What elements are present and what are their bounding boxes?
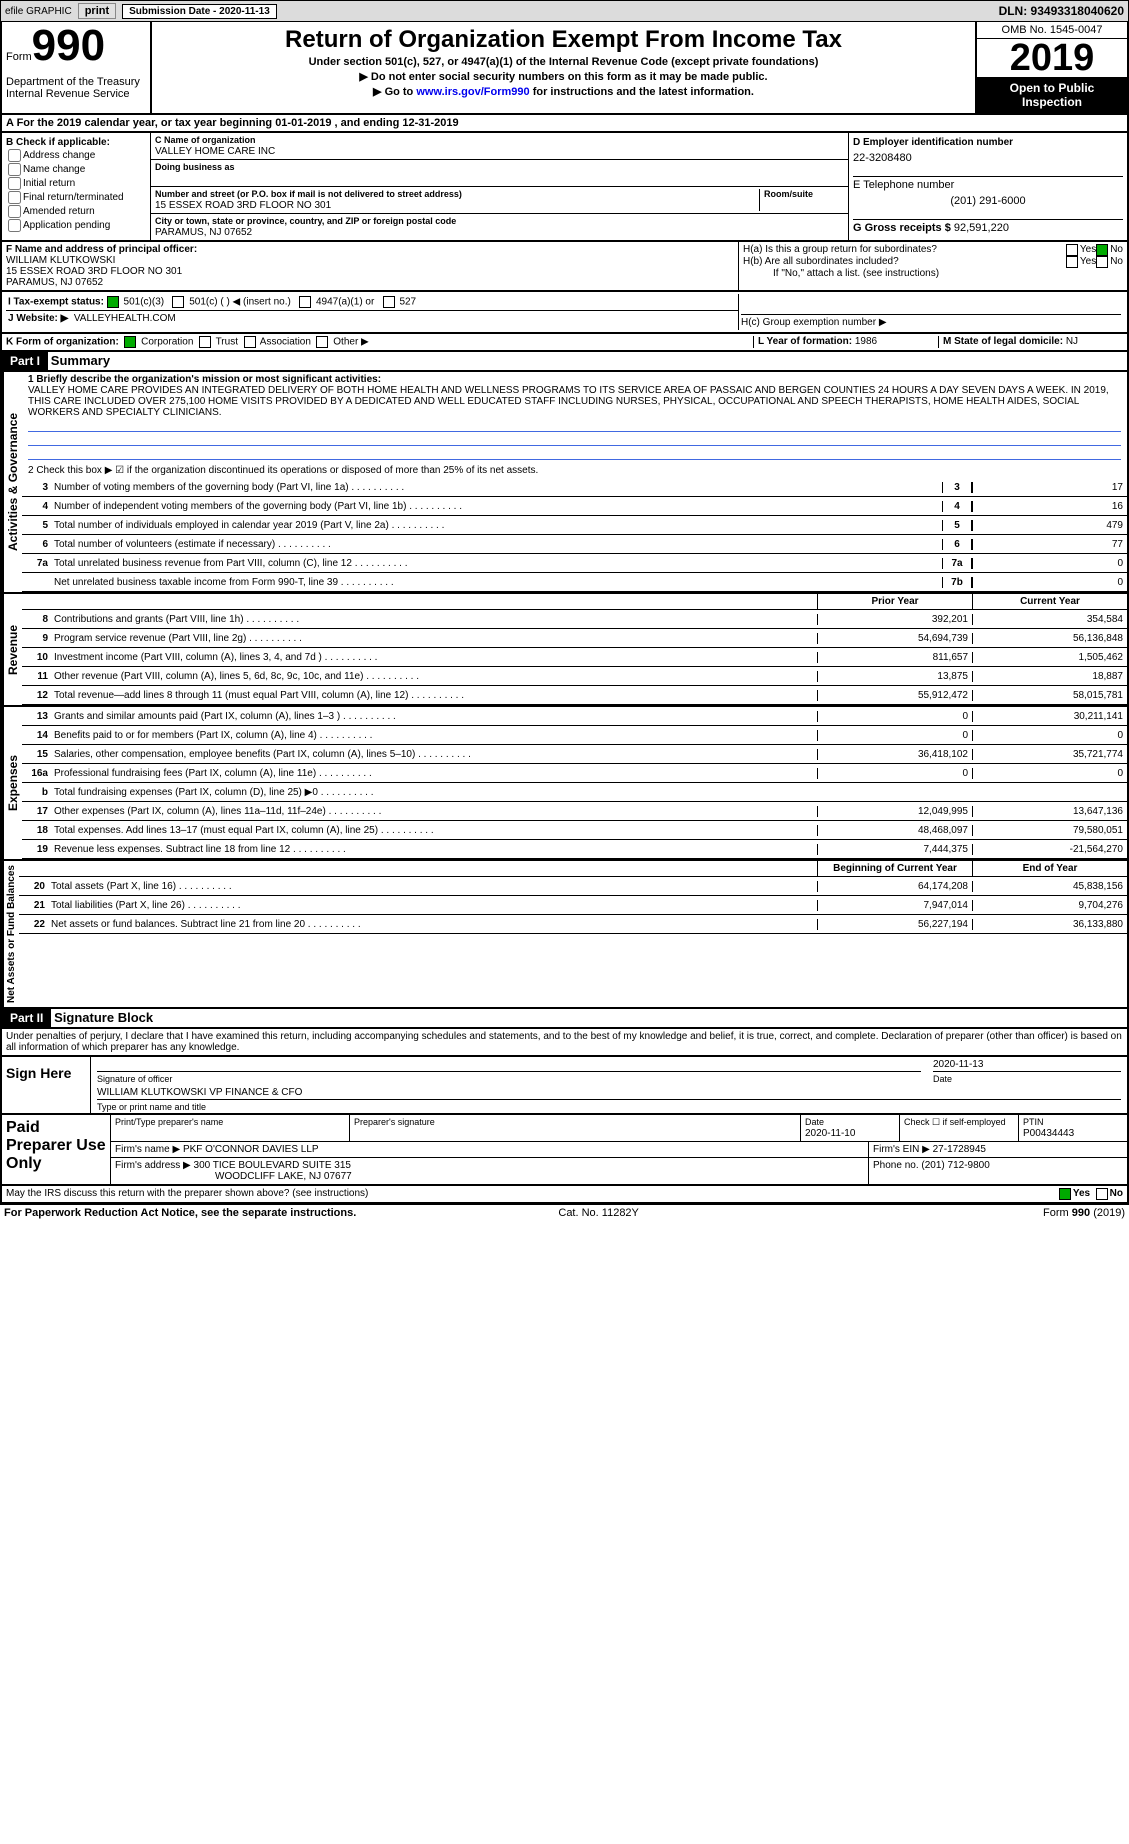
cb-name-change[interactable]: Name change [6,163,146,176]
line-22: 22Net assets or fund balances. Subtract … [19,915,1127,934]
telephone: (201) 291-6000 [853,195,1123,207]
org-name: VALLEY HOME CARE INC [155,146,275,157]
form-ref: Form 990 (2019) [1043,1207,1125,1219]
part1-expenses: Expenses 13Grants and similar amounts pa… [0,707,1129,861]
website: VALLEYHEALTH.COM [74,313,176,324]
box-b: B Check if applicable: Address change Na… [2,133,151,240]
cb-application-pending[interactable]: Application pending [6,219,146,232]
row-i-j: I Tax-exempt status: 501(c)(3) 501(c) ( … [0,292,1129,334]
form-subtitle: Under section 501(c), 527, or 4947(a)(1)… [158,56,969,68]
line-7a: 7aTotal unrelated business revenue from … [22,554,1127,573]
submission-date: Submission Date - 2020-11-13 [122,4,277,19]
line-4: 4Number of independent voting members of… [22,497,1127,516]
firm-addr: 300 TICE BOULEVARD SUITE 315 [194,1160,351,1171]
row-k-l-m: K Form of organization: Corporation Trus… [0,334,1129,352]
perjury-decl: Under penalties of perjury, I declare th… [0,1029,1129,1057]
hb-yes-cb[interactable] [1066,256,1078,268]
row-a-tax-year: A For the 2019 calendar year, or tax yea… [0,115,1129,133]
sig-date: 2020-11-13 [933,1059,1121,1072]
form-header: Form990 Department of the Treasury Inter… [0,22,1129,115]
line-20: 20Total assets (Part X, line 16)64,174,2… [19,877,1127,896]
mission-text: VALLEY HOME CARE PROVIDES AN INTEGRATED … [28,385,1109,418]
footer: For Paperwork Reduction Act Notice, see … [0,1204,1129,1221]
line-18: 18Total expenses. Add lines 13–17 (must … [22,821,1127,840]
prep-date: 2020-11-10 [805,1128,855,1139]
tax-year: 2019 [977,39,1127,77]
paid-preparer-block: Paid Preparer Use Only Print/Type prepar… [0,1115,1129,1186]
line-21: 21Total liabilities (Part X, line 26)7,9… [19,896,1127,915]
form-number: 990 [32,21,105,70]
line-6: 6Total number of volunteers (estimate if… [22,535,1127,554]
line-9: 9Program service revenue (Part VIII, lin… [22,629,1127,648]
ein: 22-3208480 [853,152,1123,164]
box-d-e-g: D Employer identification number 22-3208… [848,133,1127,240]
line-11: 11Other revenue (Part VIII, column (A), … [22,667,1127,686]
officer-name-title: WILLIAM KLUTKOWSKI VP FINANCE & CFO [97,1087,1121,1100]
form-word: Form [6,51,32,63]
dept-label: Department of the Treasury Internal Reve… [6,76,146,100]
org-city: PARAMUS, NJ 07652 [155,227,252,238]
goto-line: ▶ Go to www.irs.gov/Form990 for instruct… [158,85,969,98]
org-address: 15 ESSEX ROAD 3RD FLOOR NO 301 [155,200,331,211]
section-b-c-d: B Check if applicable: Address change Na… [0,133,1129,242]
part1-netassets: Net Assets or Fund Balances Beginning of… [0,861,1129,1009]
hb-no-cb[interactable] [1096,256,1108,268]
cb-trust[interactable] [199,336,211,348]
year-formation: 1986 [855,336,877,347]
cb-final-return[interactable]: Final return/terminated [6,191,146,204]
line-10: 10Investment income (Part VIII, column (… [22,648,1127,667]
line-2: 2 Check this box ▶ ☑ if the organization… [22,463,1127,478]
line-5: 5Total number of individuals employed in… [22,516,1127,535]
discuss-no-cb[interactable] [1096,1188,1108,1200]
line-8: 8Contributions and grants (Part VIII, li… [22,610,1127,629]
firm-phone: (201) 712-9800 [921,1160,989,1171]
officer-name: WILLIAM KLUTKOWSKI [6,255,115,266]
open-inspection: Open to Public Inspection [977,77,1127,113]
print-button[interactable]: print [78,3,116,19]
line-b: bTotal fundraising expenses (Part IX, co… [22,783,1127,802]
line-19: 19Revenue less expenses. Subtract line 1… [22,840,1127,859]
dln: DLN: 93493318040620 [999,4,1124,18]
efile-bar: efile GRAPHIC print Submission Date - 20… [0,0,1129,22]
sign-here-block: Sign Here Signature of officer 2020-11-1… [0,1057,1129,1115]
cb-assoc[interactable] [244,336,256,348]
cb-4947[interactable] [299,296,311,308]
cb-address-change[interactable]: Address change [6,149,146,162]
discuss-row: May the IRS discuss this return with the… [0,1186,1129,1204]
line-13: 13Grants and similar amounts paid (Part … [22,707,1127,726]
ha-yes-cb[interactable] [1066,244,1078,256]
cb-other[interactable] [316,336,328,348]
line-12: 12Total revenue—add lines 8 through 11 (… [22,686,1127,705]
section-f-h: F Name and address of principal officer:… [0,242,1129,292]
efile-label: efile GRAPHIC [5,6,72,17]
discuss-yes-cb[interactable] [1059,1188,1071,1200]
ptin: P00434443 [1023,1128,1074,1139]
cb-initial-return[interactable]: Initial return [6,177,146,190]
line-15: 15Salaries, other compensation, employee… [22,745,1127,764]
form-title: Return of Organization Exempt From Incom… [158,26,969,54]
state-domicile: NJ [1066,336,1078,347]
gross-receipts: 92,591,220 [954,222,1009,234]
ha-no-cb[interactable] [1096,244,1108,256]
firm-name: PKF O'CONNOR DAVIES LLP [183,1144,319,1155]
firm-ein: 27-1728945 [933,1144,986,1155]
ssn-warning: ▶ Do not enter social security numbers o… [158,70,969,83]
line-14: 14Benefits paid to or for members (Part … [22,726,1127,745]
irs-link[interactable]: www.irs.gov/Form990 [416,86,529,98]
cb-amended-return[interactable]: Amended return [6,205,146,218]
part1-governance: Activities & Governance 1 Briefly descri… [0,372,1129,594]
line-7b: Net unrelated business taxable income fr… [22,573,1127,592]
box-c: C Name of organizationVALLEY HOME CARE I… [151,133,848,240]
part2-header: Part II Signature Block [0,1009,1129,1029]
line-3: 3Number of voting members of the governi… [22,478,1127,497]
cb-corp[interactable] [124,336,136,348]
line-17: 17Other expenses (Part IX, column (A), l… [22,802,1127,821]
part1-revenue: Revenue Prior YearCurrent Year 8Contribu… [0,594,1129,707]
cb-501c[interactable] [172,296,184,308]
cb-501c3[interactable] [107,296,119,308]
line-16a: 16aProfessional fundraising fees (Part I… [22,764,1127,783]
part1-header: Part I Summary [0,352,1129,372]
cb-527[interactable] [383,296,395,308]
